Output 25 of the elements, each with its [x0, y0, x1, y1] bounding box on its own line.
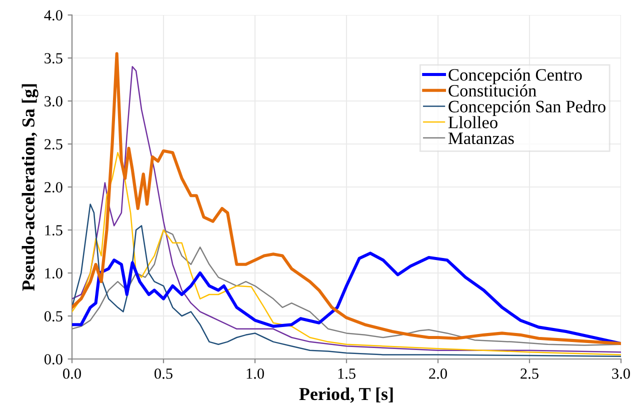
x-axis-title: Period, T [s] — [299, 387, 393, 403]
legend-label: Concepción San Pedro — [448, 100, 606, 116]
y-tick-label: 0.5 — [44, 311, 62, 322]
y-tick-label: 0.0 — [44, 354, 62, 365]
y-tick-label: 3.5 — [44, 53, 62, 64]
x-tick-label: 0.5 — [154, 368, 172, 379]
x-tick-label: 0.0 — [63, 368, 81, 379]
x-tick-label: 3.0 — [612, 368, 630, 379]
legend-label: Llolleo — [448, 116, 498, 128]
x-tick-label: 1.0 — [246, 368, 264, 379]
line-series — [72, 204, 621, 358]
y-axis-title: Pseudo-acceleration, Sa [g] — [22, 84, 38, 291]
y-tick-label: 1.5 — [45, 225, 62, 236]
legend-label: Concepción Centro — [448, 68, 582, 84]
y-tick-label: 3.0 — [44, 96, 62, 107]
legend-label: Constitución — [448, 84, 536, 97]
y-tick-label: 2.5 — [44, 139, 62, 150]
legend-label: Matanzas — [448, 132, 514, 144]
y-tick-label: 4.0 — [44, 10, 62, 21]
line-series — [72, 152, 621, 356]
x-tick-label: 2.0 — [429, 368, 447, 379]
x-tick-label: 2.5 — [520, 368, 538, 379]
y-tick-label: 1.0 — [45, 268, 62, 279]
y-tick-label: 2.0 — [44, 182, 62, 193]
x-tick-label: 1.5 — [338, 368, 356, 379]
